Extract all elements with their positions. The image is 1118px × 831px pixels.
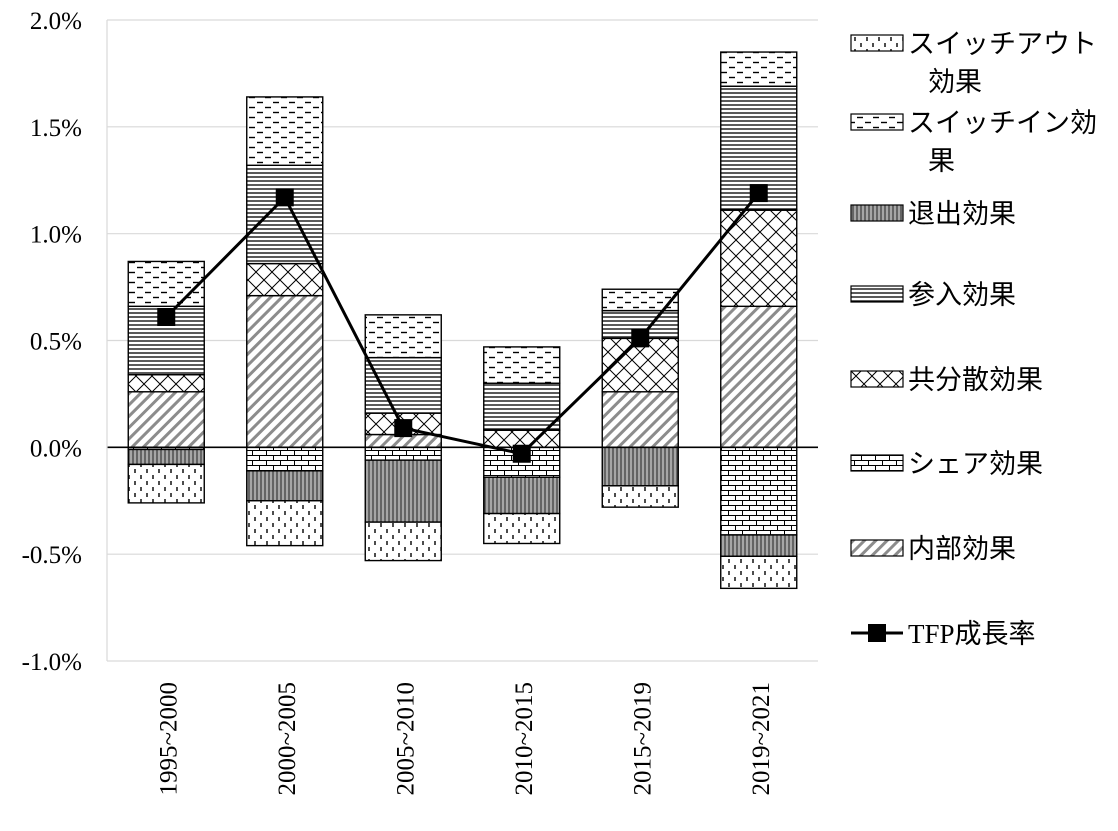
bar-segment-dashes (246, 96, 324, 166)
x-tick-label: 2015~2019 (629, 682, 656, 796)
bar-segment-vertical-lines (720, 534, 798, 558)
bar-segment-diagonal-hatch (720, 305, 798, 449)
bar-segment-horizontal-lines (483, 382, 561, 431)
bar-segment-crosshatch (720, 209, 798, 308)
legend-label: TFP成長率 (908, 619, 1036, 649)
y-tick-label: -1.0% (22, 649, 82, 676)
y-tick-label: 1.5% (30, 115, 82, 142)
y-tick-label: 0.5% (30, 329, 82, 356)
bar-segment-dashes (364, 314, 442, 359)
bar-segment-dots (483, 512, 561, 545)
bar-segment-dots (127, 463, 205, 504)
x-tick-label: 2010~2015 (511, 682, 538, 796)
bar-segment-vertical-lines (601, 446, 679, 487)
legend-label: 果 (928, 146, 955, 177)
legend-swatch-vertical-lines (850, 204, 904, 222)
bar-segment-vertical-lines (483, 476, 561, 515)
legend-label: 内部効果 (908, 534, 1016, 565)
legend-marker-swatch (868, 624, 886, 642)
bar-segment-dashes (483, 346, 561, 384)
legend-label: スイッチアウト (908, 29, 1097, 60)
bar-segment-dots (364, 521, 442, 562)
bar-segment-dashes (720, 51, 798, 87)
x-tick-label: 2000~2005 (274, 682, 301, 796)
tfp-growth-marker (631, 329, 650, 348)
tfp-growth-marker (749, 184, 768, 203)
tfp-growth-marker (512, 444, 531, 463)
legend-swatch-dots (850, 34, 904, 52)
legend-label: シェア効果 (908, 449, 1043, 480)
bar-segment-dots (720, 555, 798, 590)
y-tick-label: -0.5% (22, 542, 82, 569)
bar-segment-vertical-lines (127, 448, 205, 466)
legend-swatch-dashes (850, 113, 904, 131)
bar-segment-dashes (127, 260, 205, 308)
bar-segment-brick (246, 446, 324, 472)
bar-segment-crosshatch (127, 373, 205, 393)
tfp-growth-marker (394, 419, 413, 438)
legend-label: 共分散効果 (908, 365, 1043, 396)
tfp-growth-marker (157, 307, 176, 326)
bar-segment-horizontal-lines (364, 356, 442, 414)
legend-label: 退出効果 (908, 199, 1016, 230)
tfp-growth-marker (275, 188, 294, 207)
bar-segment-dashes (601, 288, 679, 312)
bar-segment-crosshatch (246, 262, 324, 297)
legend-label: 参入効果 (908, 280, 1016, 311)
bar-segment-dots (601, 485, 679, 508)
bar-segment-dots (246, 500, 324, 547)
bar-segment-vertical-lines (364, 459, 442, 523)
x-tick-label: 2019~2021 (748, 682, 775, 796)
bar-segment-brick (364, 446, 442, 461)
x-tick-label: 2005~2010 (392, 682, 419, 796)
bar-segment-diagonal-hatch (127, 391, 205, 449)
x-tick-label: 1995~2000 (155, 682, 182, 796)
legend-swatch-horizontal-lines (850, 285, 904, 303)
y-tick-label: 1.0% (30, 222, 82, 249)
legend-swatch-brick (850, 454, 904, 472)
bar-segment-diagonal-hatch (601, 391, 679, 449)
legend-swatch-diagonal-hatch (850, 539, 904, 557)
legend-label: スイッチイン効 (908, 108, 1097, 139)
bar-segment-vertical-lines (246, 470, 324, 502)
tfp-growth-line (165, 192, 760, 456)
bar-segment-brick (720, 446, 798, 536)
legend-label: 効果 (928, 67, 982, 98)
y-tick-label: 0.0% (30, 435, 82, 462)
bar-segment-diagonal-hatch (246, 294, 324, 449)
legend-swatch-crosshatch (850, 370, 904, 388)
y-tick-label: 2.0% (30, 8, 82, 35)
